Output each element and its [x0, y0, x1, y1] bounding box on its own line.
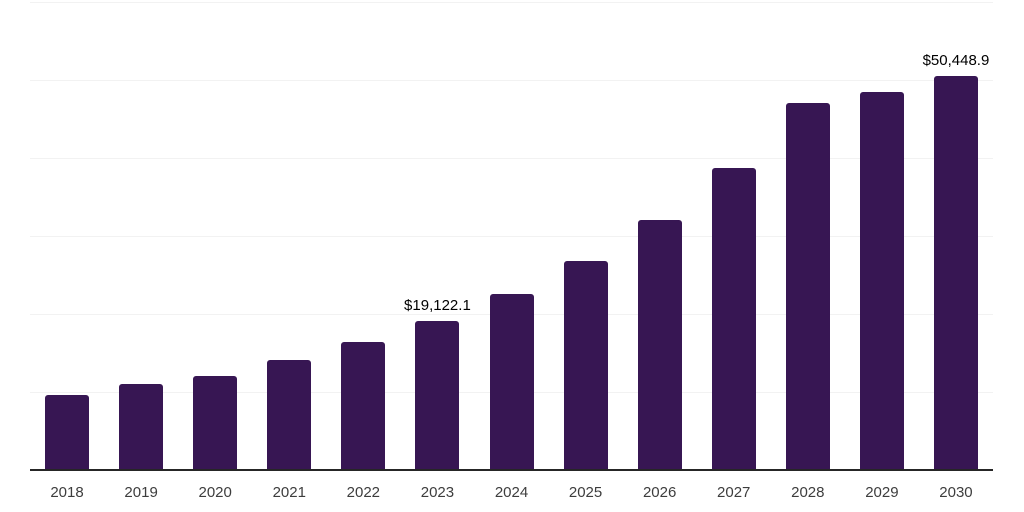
bar-2018 — [45, 395, 90, 470]
gridline — [30, 236, 993, 237]
bar-value-label-2023: $19,122.1 — [404, 297, 471, 314]
bar-2029 — [859, 92, 904, 470]
bar-2019 — [119, 384, 164, 470]
gridline — [30, 2, 993, 3]
x-tick-label-2029: 2029 — [865, 484, 899, 501]
bar-2025 — [563, 261, 608, 470]
bar-2027 — [711, 168, 756, 470]
x-tick-label-2023: 2023 — [420, 484, 455, 501]
x-tick-label-2030: 2030 — [939, 484, 973, 501]
bar-2021 — [267, 360, 312, 470]
x-tick-label-2022: 2022 — [346, 484, 381, 501]
x-tick-label-2027: 2027 — [717, 484, 751, 501]
bar-2030 — [933, 76, 978, 470]
gridline — [30, 80, 993, 81]
bar-2024 — [489, 294, 534, 470]
x-axis-line — [30, 469, 993, 471]
bar-2022 — [341, 342, 386, 470]
x-tick-label-2019: 2019 — [124, 484, 158, 501]
x-axis-labels: 2018 2019 2020 2021 2022 2023 2024 2025 2026 2027… — [30, 484, 993, 504]
bar-2028 — [785, 103, 830, 470]
x-tick-label-2026: 2026 — [642, 484, 677, 501]
bar-value-label-2030: $50,448.9 — [922, 52, 990, 69]
x-tick-label-2024: 2024 — [494, 484, 529, 501]
x-tick-label-2018: 2018 — [50, 484, 84, 501]
bar-2023 — [415, 321, 460, 470]
bar-2026 — [637, 220, 682, 470]
plot-area: $19,122.1 $50,448.9 — [30, 2, 993, 471]
bar-2020 — [193, 376, 238, 470]
x-tick-label-2020: 2020 — [198, 484, 232, 501]
x-tick-label-2025: 2025 — [568, 484, 603, 501]
x-tick-label-2028: 2028 — [791, 484, 825, 501]
gridline — [30, 158, 993, 159]
x-tick-label-2021: 2021 — [272, 484, 306, 501]
